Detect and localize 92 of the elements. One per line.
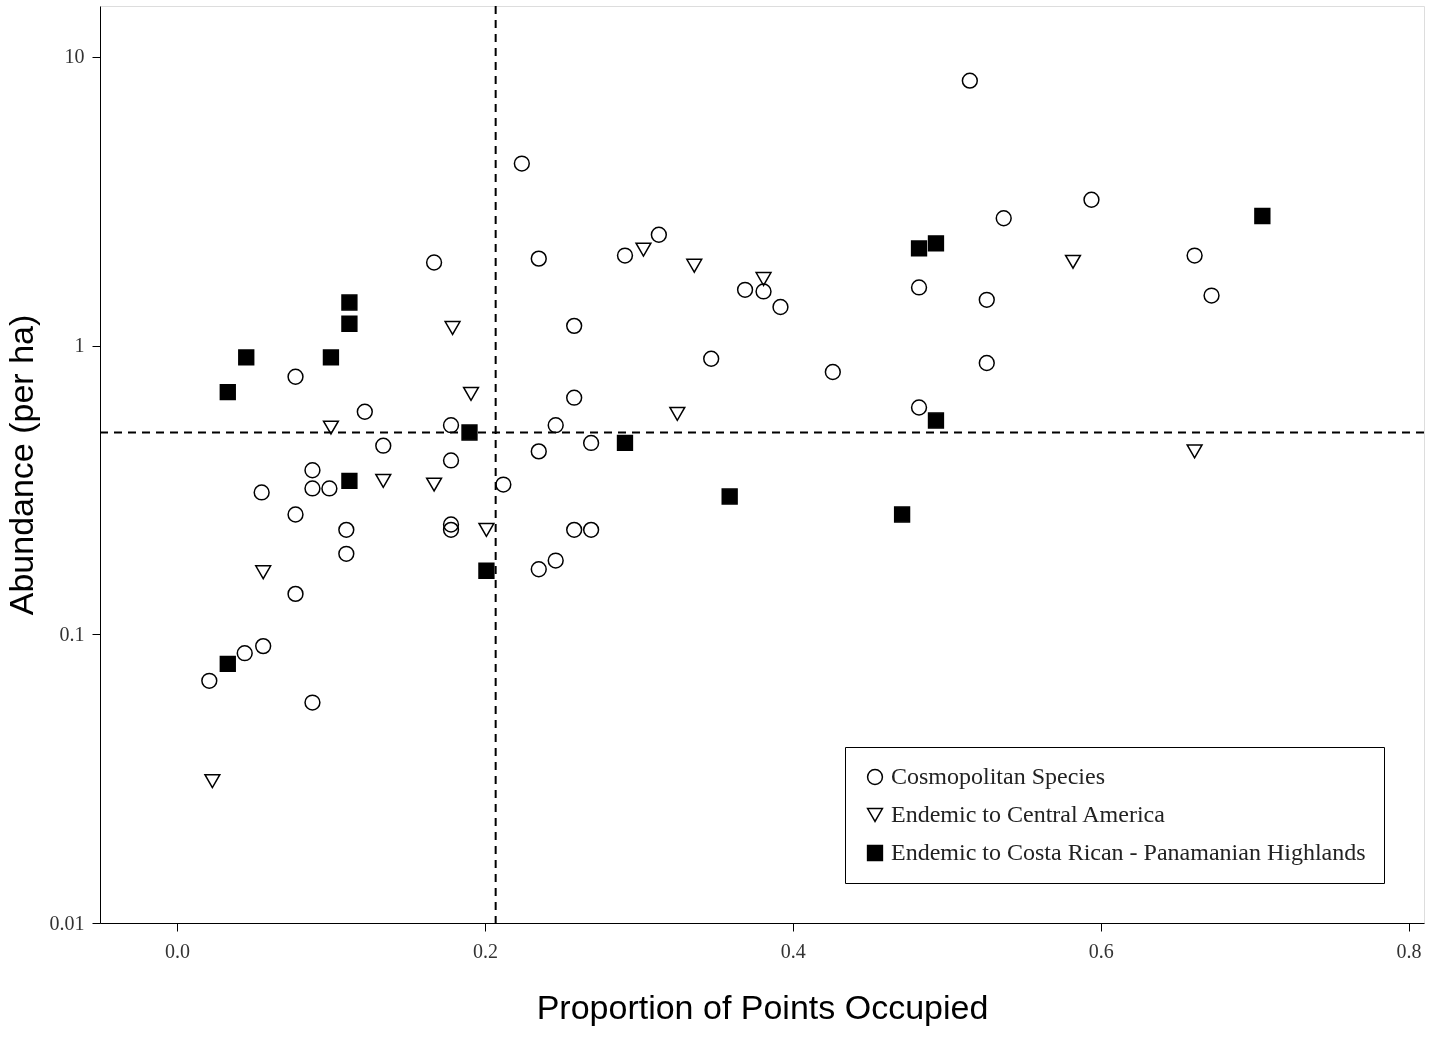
point <box>1203 287 1220 304</box>
point <box>322 349 340 366</box>
point <box>755 271 772 287</box>
point <box>425 254 443 271</box>
point <box>910 240 928 257</box>
x-tick-label: 0.0 <box>164 939 190 962</box>
point <box>338 521 355 538</box>
point <box>1083 191 1100 208</box>
point <box>341 315 358 332</box>
point <box>304 462 321 479</box>
point <box>824 363 841 381</box>
point <box>995 210 1012 227</box>
legend-label: Endemic to Central America <box>891 801 1166 827</box>
point <box>910 399 928 416</box>
y-tick-label: 0.1 <box>59 622 85 645</box>
point <box>1254 207 1271 225</box>
point <box>255 565 272 580</box>
point <box>204 773 221 789</box>
point <box>287 506 304 523</box>
point <box>478 522 495 538</box>
point <box>341 294 358 311</box>
point <box>442 452 460 469</box>
point <box>927 235 945 252</box>
legend-label: Endemic to Costa Rican - Panamanian Highlands <box>891 839 1366 865</box>
point <box>927 412 945 429</box>
point <box>444 320 461 336</box>
point <box>219 383 236 401</box>
y-tick-label: 1 <box>74 334 85 357</box>
point <box>356 403 373 420</box>
point <box>1064 254 1082 269</box>
point <box>1186 444 1203 459</box>
x-tick-label: 0.8 <box>1396 939 1422 962</box>
point <box>721 488 738 505</box>
point <box>755 283 772 300</box>
point <box>375 437 392 454</box>
point <box>287 585 304 603</box>
point <box>566 389 583 406</box>
point <box>566 521 583 538</box>
point <box>582 434 600 452</box>
point <box>321 480 338 497</box>
point <box>616 247 634 264</box>
point <box>495 476 512 493</box>
x-axis-title: Proportion of Points Occupied <box>536 987 989 1026</box>
point <box>893 506 911 523</box>
point <box>910 279 928 296</box>
point <box>304 480 321 497</box>
point <box>219 655 236 672</box>
point <box>341 472 358 489</box>
point <box>736 281 754 298</box>
point <box>530 250 547 267</box>
point <box>547 417 564 434</box>
point <box>425 477 443 492</box>
point <box>582 521 600 538</box>
point <box>1186 247 1203 264</box>
point <box>236 645 253 662</box>
point <box>201 672 218 689</box>
point <box>461 424 478 441</box>
x-tick-label: 0.4 <box>780 939 806 962</box>
point <box>513 155 530 172</box>
point <box>253 484 270 501</box>
point <box>547 552 564 569</box>
point <box>530 561 547 578</box>
y-axis-title: Abundance (per ha) <box>1 314 40 616</box>
x-tick-label: 0.2 <box>472 939 498 962</box>
point <box>375 473 392 488</box>
point <box>478 562 495 579</box>
point <box>238 349 255 366</box>
point <box>961 72 978 89</box>
point <box>530 443 547 460</box>
legend-label: Cosmopolitan Species <box>891 763 1105 789</box>
x-tick-label: 0.6 <box>1088 939 1114 962</box>
y-tick-label: 0.01 <box>49 911 85 934</box>
point <box>338 545 355 562</box>
point <box>287 368 304 385</box>
point <box>255 637 272 655</box>
point <box>442 521 460 538</box>
point <box>635 242 652 257</box>
point <box>462 386 480 402</box>
point <box>616 434 634 452</box>
point <box>304 694 321 711</box>
point <box>978 354 995 372</box>
point <box>686 258 703 273</box>
point <box>703 350 720 367</box>
point <box>772 298 789 316</box>
point <box>442 516 460 533</box>
point <box>442 417 460 434</box>
point <box>322 420 340 435</box>
point <box>978 291 995 308</box>
point <box>566 317 583 335</box>
point <box>669 406 686 422</box>
y-tick-label: 10 <box>64 45 85 68</box>
point <box>650 226 668 243</box>
